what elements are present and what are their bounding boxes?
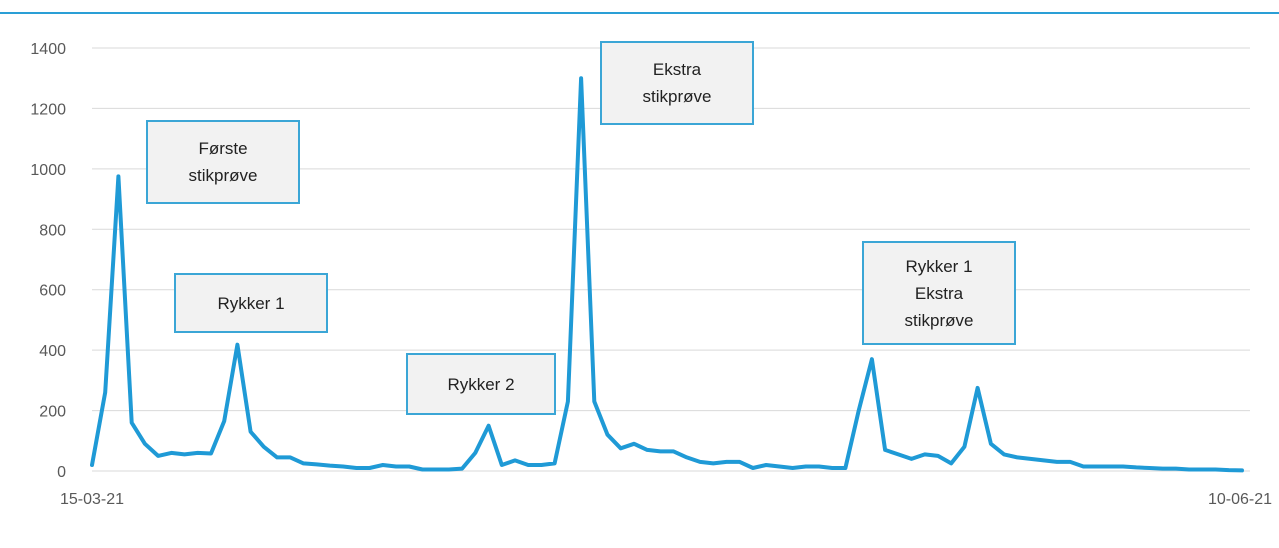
- annotation-rykker-1: Rykker 1: [174, 273, 328, 333]
- y-tick-label: 600: [39, 283, 66, 300]
- x-tick-label: 10-06-21: [1208, 491, 1272, 508]
- series-line: [90, 76, 1244, 473]
- x-tick-label: 15-03-21: [60, 491, 124, 508]
- annotation-rykker-2: Rykker 2: [406, 353, 556, 415]
- y-tick-label: 200: [39, 404, 66, 421]
- annotation-rykker-1-ekstra-stikprove: Rykker 1 Ekstra stikprøve: [862, 241, 1016, 345]
- y-tick-label: 1000: [30, 162, 66, 179]
- y-axis-tick-labels: 0 200 400 600 800 1000 1200 1400: [30, 41, 66, 481]
- y-tick-label: 1200: [30, 101, 66, 118]
- y-tick-label: 1400: [30, 41, 66, 58]
- x-axis-tick-labels: 15-03-21 10-06-21: [60, 491, 1272, 508]
- annotation-forste-stikprove: Første stikprøve: [146, 120, 300, 204]
- y-tick-label: 400: [39, 343, 66, 360]
- y-tick-label: 0: [57, 464, 66, 481]
- annotation-ekstra-stikprove: Ekstra stikprøve: [600, 41, 754, 125]
- y-tick-label: 800: [39, 222, 66, 239]
